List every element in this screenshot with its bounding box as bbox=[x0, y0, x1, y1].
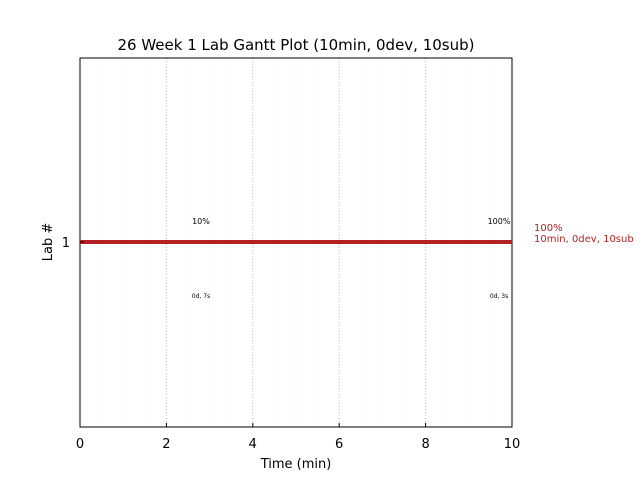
x-tick-label: 2 bbox=[162, 437, 170, 452]
x-tick-label: 4 bbox=[249, 437, 257, 452]
annotation-layer: 10% 100% 0d, 7s 0d, 3s bbox=[192, 217, 511, 300]
x-axis-label: Time (min) bbox=[260, 457, 332, 472]
tick-layer: 0 2 4 6 8 10 1 bbox=[62, 236, 521, 452]
x-tick-label: 10 bbox=[504, 437, 521, 452]
x-tick-label: 0 bbox=[76, 437, 84, 452]
y-axis-label: Lab # bbox=[41, 223, 56, 262]
y-tick-label: 1 bbox=[62, 236, 70, 251]
progress-annotation: 10% bbox=[192, 217, 210, 226]
x-tick-label: 8 bbox=[421, 437, 429, 452]
progress-annotation: 100% bbox=[488, 217, 511, 226]
duration-annotation: 0d, 7s bbox=[192, 293, 210, 300]
side-label-summary: 10min, 0dev, 10sub bbox=[534, 234, 634, 245]
chart-title: 26 Week 1 Lab Gantt Plot (10min, 0dev, 1… bbox=[117, 36, 474, 54]
x-tick-label: 6 bbox=[335, 437, 343, 452]
duration-annotation: 0d, 3s bbox=[490, 293, 508, 300]
side-label-percent: 100% bbox=[534, 223, 563, 234]
